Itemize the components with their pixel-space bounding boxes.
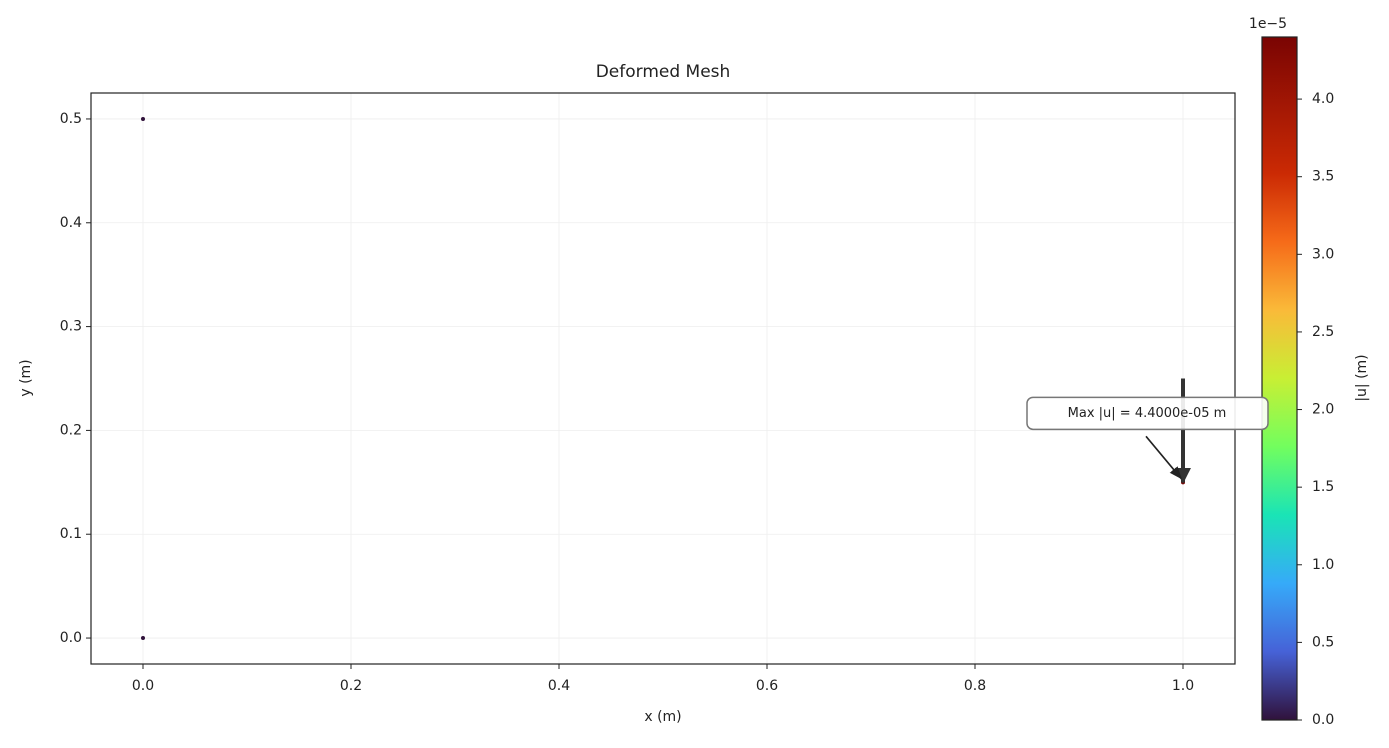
x-tick-label: 0.8 — [964, 678, 986, 694]
x-tick-label: 0.0 — [132, 678, 154, 694]
colorbar-label: |u| (m) — [1354, 354, 1370, 401]
x-tick-label: 1.0 — [1172, 678, 1194, 694]
y-tick-label: 0.2 — [60, 422, 82, 438]
chart-title: Deformed Mesh — [596, 62, 731, 82]
annotation-text: Max |u| = 4.4000e-05 m — [1068, 406, 1227, 421]
colorbar-tick-label: 3.0 — [1312, 246, 1334, 262]
y-axis-label: y (m) — [18, 359, 34, 396]
x-tick-label: 0.2 — [340, 678, 362, 694]
colorbar-offset: 1e−5 — [1249, 16, 1287, 32]
x-tick-label: 0.6 — [756, 678, 778, 694]
colorbar-tick-label: 2.5 — [1312, 324, 1334, 340]
y-tick-label: 0.3 — [60, 319, 82, 335]
y-tick-label: 0.5 — [60, 111, 82, 127]
colorbar-tick-label: 2.0 — [1312, 402, 1334, 418]
y-tick-label: 0.0 — [60, 630, 82, 646]
colorbar-gradient — [1261, 36, 1298, 721]
colorbar — [1261, 36, 1298, 721]
annotation-arrow — [1145, 435, 1182, 480]
y-tick-label: 0.1 — [60, 526, 82, 542]
colorbar-tick-label: 1.0 — [1312, 557, 1334, 573]
colorbar-tick-label: 4.0 — [1312, 91, 1334, 107]
plot-area — [91, 93, 1235, 664]
colorbar-tick-label: 0.5 — [1312, 634, 1334, 650]
colorbar-tick-label: 0.0 — [1312, 712, 1334, 728]
point — [141, 116, 145, 121]
annotation-box — [1026, 396, 1269, 431]
x-axis-label: x (m) — [644, 709, 681, 725]
x-tick-label: 0.4 — [548, 678, 570, 694]
colorbar-tick-label: 3.5 — [1312, 169, 1334, 185]
axes-frame — [90, 92, 1236, 665]
point — [141, 636, 145, 641]
y-tick-label: 0.4 — [60, 215, 82, 231]
colorbar-tick-label: 1.5 — [1312, 479, 1334, 495]
